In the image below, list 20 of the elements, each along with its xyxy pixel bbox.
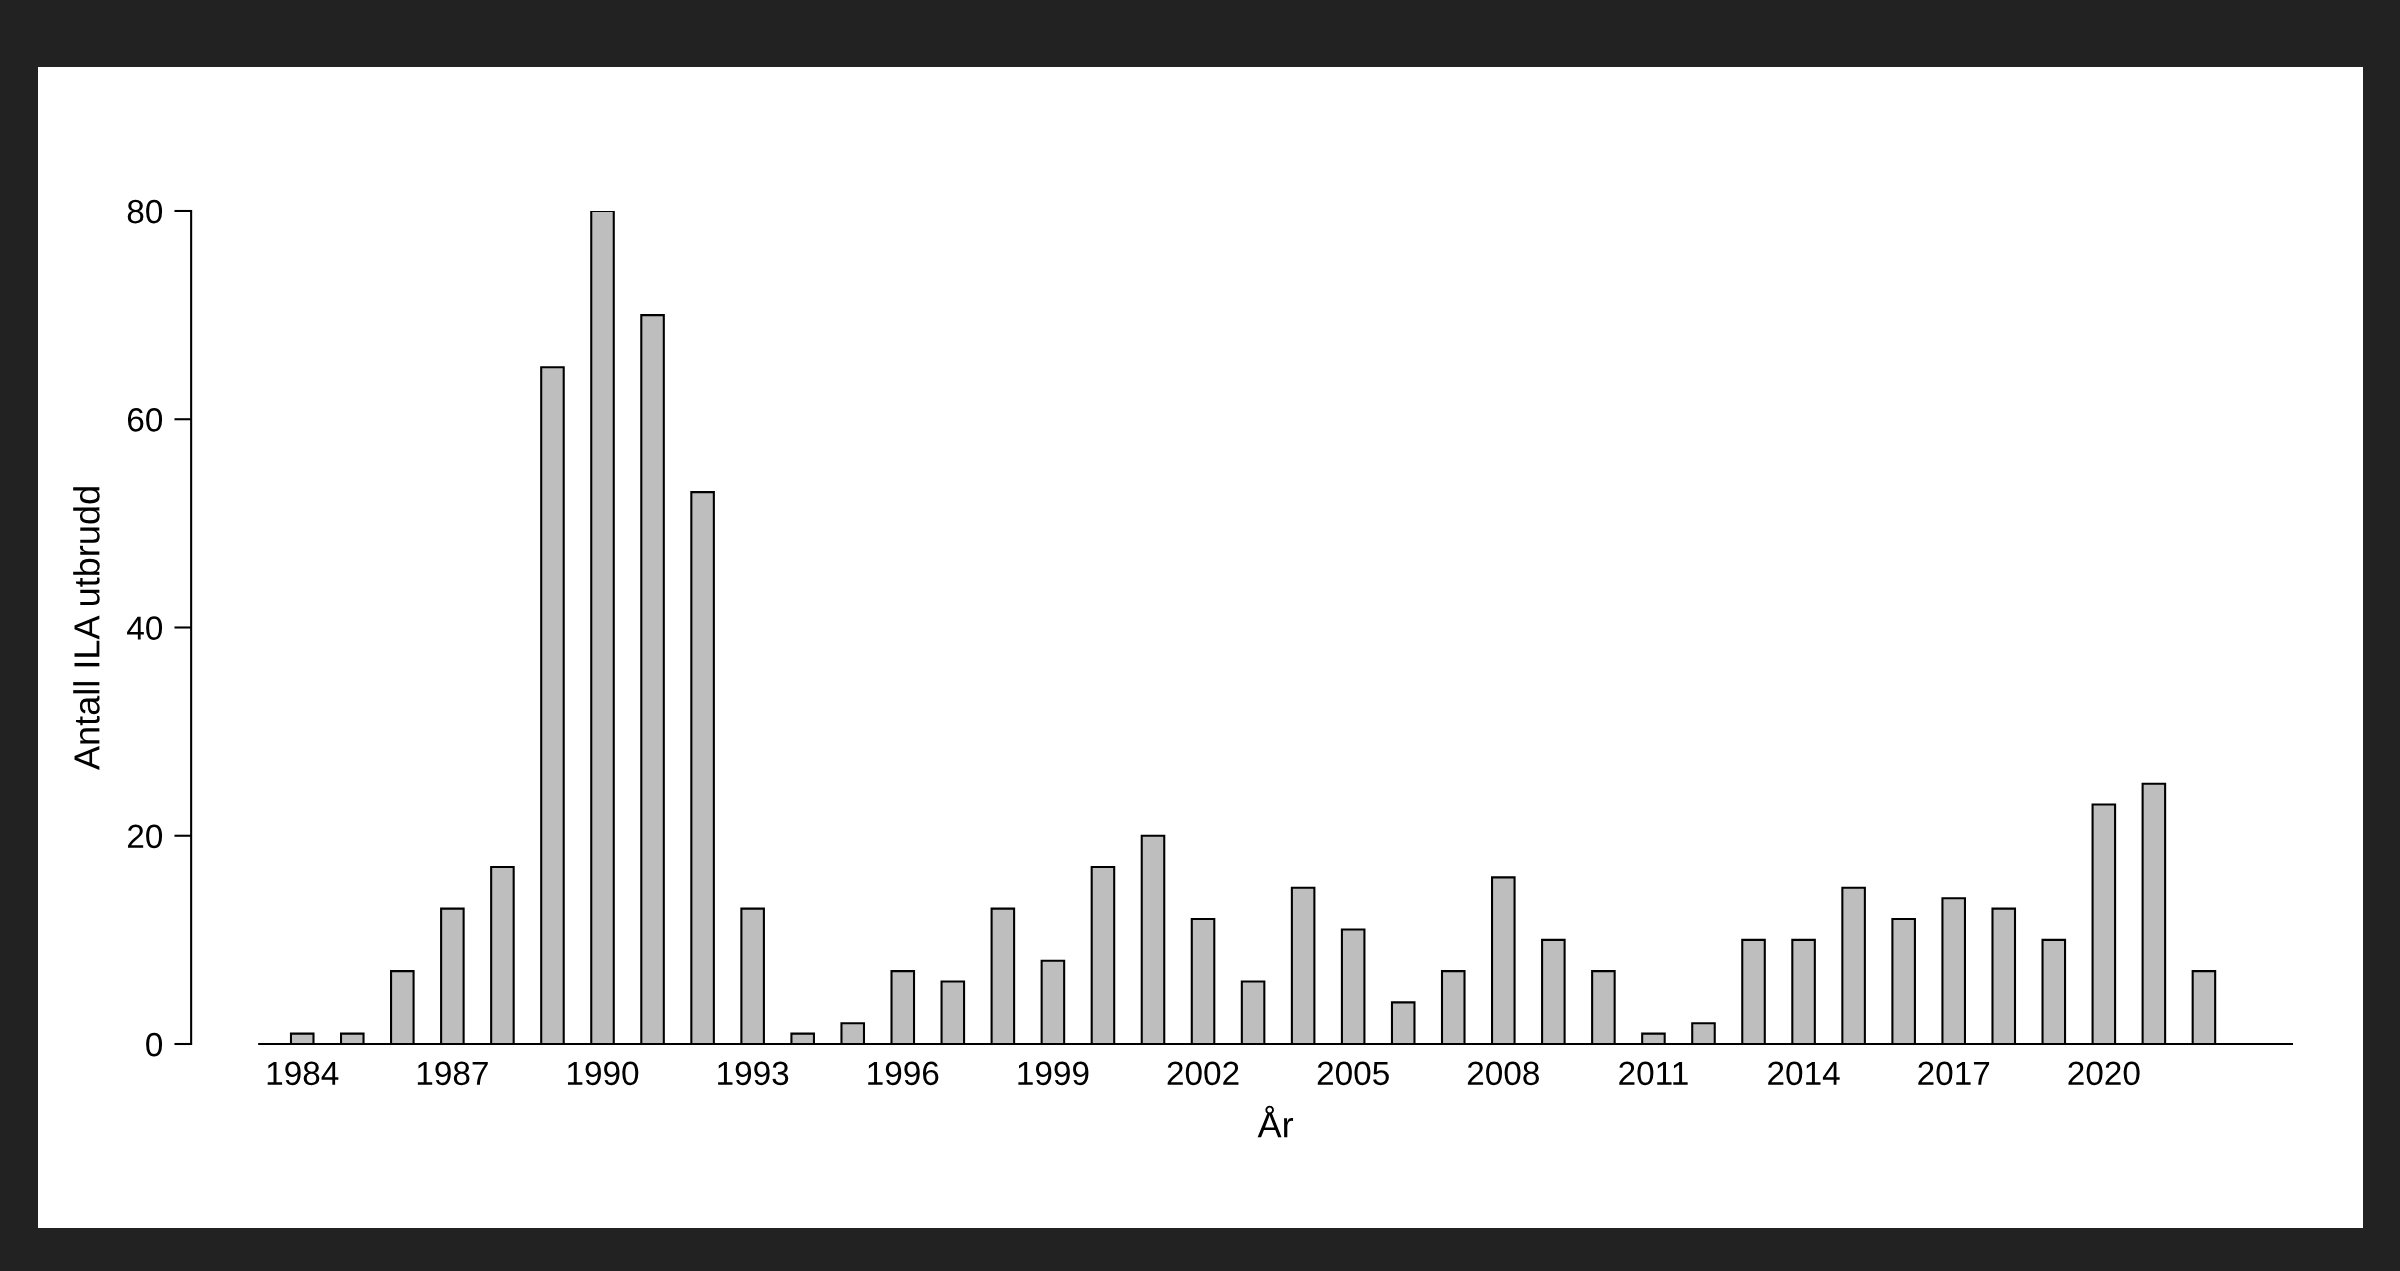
x-tick-label: 2011 <box>1619 1061 1688 1086</box>
y-tick-label: 20 <box>127 824 163 849</box>
y-tick-label: 0 <box>146 1032 163 1057</box>
x-tick-label: 1993 <box>718 1061 789 1086</box>
x-tick-label: 1984 <box>267 1061 339 1086</box>
y-tick-label: 80 <box>127 199 163 224</box>
x-tick-label: 2008 <box>1467 1061 1539 1086</box>
x-tick-label: 2005 <box>1317 1061 1389 1086</box>
x-tick-label: 1996 <box>868 1061 939 1086</box>
y-tick-label: 60 <box>127 408 163 432</box>
x-tick-label: 2017 <box>1918 1061 1990 1086</box>
y-tick-label: 40 <box>127 616 163 640</box>
x-tick-label: 1987 <box>417 1061 488 1086</box>
x-tick-label: 1999 <box>1018 1061 1089 1086</box>
x-tick-label: 2002 <box>1167 1061 1239 1086</box>
x-tick-label: 1990 <box>567 1061 639 1086</box>
x-tick-label: 2020 <box>2068 1061 2140 1086</box>
x-tick-label: 2014 <box>1768 1061 1840 1086</box>
y-axis-title: Antall ILA utbrudd <box>73 487 100 770</box>
x-axis-title: År <box>1257 1105 1294 1138</box>
